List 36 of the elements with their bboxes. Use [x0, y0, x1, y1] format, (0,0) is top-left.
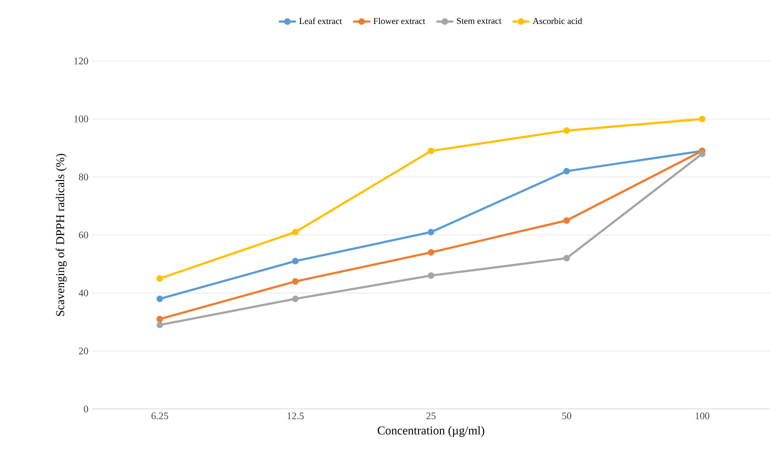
y-tick-label: 40	[78, 290, 88, 296]
x-axis-title: Concentration (µg/ml)	[378, 426, 484, 437]
point	[563, 127, 570, 134]
y-tick-label: 120	[74, 58, 88, 64]
y-tick-label: 100	[74, 116, 88, 122]
y-tick-label: 0	[84, 406, 88, 412]
point	[428, 272, 434, 279]
point	[292, 228, 299, 236]
point	[292, 296, 299, 302]
y-axis-title: Scavenging of DPPH radicals (%)	[56, 154, 67, 316]
y-tick-label: 20	[78, 348, 88, 354]
point	[292, 278, 299, 285]
point	[156, 275, 164, 282]
point	[292, 258, 299, 264]
point	[563, 254, 570, 262]
x-tick-label: 25	[426, 412, 436, 420]
x-tick-label: 6.25	[152, 412, 168, 420]
y-tick-label: 60	[78, 232, 88, 238]
legend-label: Stem extract	[457, 18, 502, 24]
legend-label: Leaf extract	[299, 18, 342, 24]
x-tick-label: 50	[562, 412, 572, 420]
point	[563, 217, 570, 224]
legend-label: Flower extract	[374, 18, 426, 24]
point	[428, 148, 434, 154]
point	[428, 228, 434, 236]
y-tick-label: 80	[78, 174, 88, 180]
point	[156, 322, 164, 328]
legend-label: Ascorbic acid	[532, 18, 582, 24]
point	[156, 296, 164, 302]
x-tick-label: 100	[696, 412, 710, 420]
point	[563, 168, 570, 174]
x-tick-label: 12.5	[288, 412, 304, 420]
point	[428, 249, 434, 256]
point	[698, 116, 706, 122]
point	[156, 316, 164, 322]
point	[698, 150, 706, 158]
